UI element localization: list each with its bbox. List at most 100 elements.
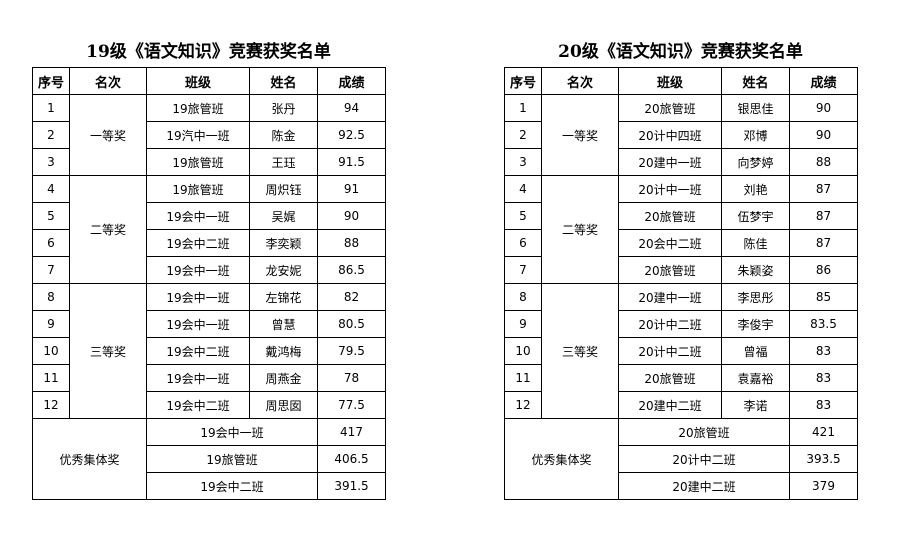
rank-number: 7 [32,256,70,284]
table-row: 2 20计中四班 邓博 90 [504,121,858,149]
class-name: 19会中一班 [146,202,250,230]
score: 85 [789,283,858,311]
rank-number: 8 [32,283,70,311]
award-table: 序号 名次 班级 姓名 成绩 1 一等奖 20旅管班 银思佳 90 2 20计中四班 邓博 90 3 20建中… [504,67,858,500]
rank-number: 2 [32,121,70,149]
class-name: 20旅管班 [618,202,722,230]
award-sheet-19: 19级《语文知识》竞赛获奖名单 序号 名次 班级 姓名 成绩 1 一等奖 19旅管班 张丹 94 2… [32,38,386,500]
column-header: 成绩 [789,67,858,95]
student-name: 刘艳 [721,175,790,203]
rank-number: 11 [32,364,70,392]
table-row: 3 20建中一班 向梦婷 88 [504,148,858,176]
column-header: 班级 [618,67,722,95]
collective-row: 20计中二班 393.5 [505,445,858,473]
class-name: 19会中二班 [146,472,318,500]
rank-number: 9 [32,310,70,338]
class-name: 19汽中一班 [146,121,250,149]
class-name: 19会中一班 [146,310,250,338]
score: 79.5 [317,337,386,365]
rank-number: 4 [32,175,70,203]
class-name: 19会中一班 [146,283,250,311]
student-name: 左锦花 [249,283,318,311]
rank-number: 8 [504,283,542,311]
score: 83 [789,391,858,419]
collective-row: 20建中二班 379 [505,472,858,500]
score: 88 [317,229,386,257]
score: 82 [317,283,386,311]
award-level: 三等奖 [69,283,147,419]
student-name: 李诺 [721,391,790,419]
table-row: 4 二等奖 20计中一班 刘艳 87 [504,175,858,284]
class-name: 19旅管班 [146,175,250,203]
class-name: 20旅管班 [618,418,790,446]
table-row: 9 19会中一班 曾慧 80.5 [32,310,386,338]
table-row: 10 19会中二班 戴鸿梅 79.5 [32,337,386,365]
student-name: 周炽钰 [249,175,318,203]
score: 87 [789,202,858,230]
table-row: 6 19会中二班 李奕颖 88 [32,229,386,257]
student-name: 张丹 [249,94,318,122]
class-name: 20计中二班 [618,310,722,338]
column-header: 名次 [541,67,619,95]
collective-row: 优秀集体奖 20旅管班 421 [504,418,858,500]
score: 417 [317,418,386,446]
student-name: 李俊宇 [721,310,790,338]
student-name: 曾慧 [249,310,318,338]
score: 83 [789,364,858,392]
class-name: 20建中二班 [618,472,790,500]
student-name: 朱颖姿 [721,256,790,284]
column-header: 序号 [32,67,70,95]
collective-award-label: 优秀集体奖 [32,418,147,500]
student-name: 吴娓 [249,202,318,230]
student-name: 陈佳 [721,229,790,257]
score: 86 [789,256,858,284]
award-level: 二等奖 [541,175,619,284]
score: 86.5 [317,256,386,284]
score: 391.5 [317,472,386,500]
class-name: 19旅管班 [146,148,250,176]
class-name: 20计中四班 [618,121,722,149]
class-name: 20旅管班 [618,94,722,122]
rank-number: 5 [32,202,70,230]
award-level: 一等奖 [69,94,147,176]
student-name: 周燕金 [249,364,318,392]
score: 91.5 [317,148,386,176]
column-header: 名次 [69,67,147,95]
score: 421 [789,418,858,446]
student-name: 王珏 [249,148,318,176]
score: 90 [789,121,858,149]
class-name: 19旅管班 [146,445,318,473]
score: 406.5 [317,445,386,473]
score: 92.5 [317,121,386,149]
score: 379 [789,472,858,500]
table-row: 6 20会中二班 陈佳 87 [504,229,858,257]
score: 78 [317,364,386,392]
sheet-title: 20级《语文知识》竞赛获奖名单 [558,42,803,62]
rank-number: 1 [32,94,70,122]
rank-number: 3 [32,148,70,176]
rank-number: 12 [504,391,542,419]
column-header: 序号 [504,67,542,95]
class-name: 20建中一班 [618,148,722,176]
student-name: 银思佳 [721,94,790,122]
collective-award-label: 优秀集体奖 [504,418,619,500]
award-level: 三等奖 [541,283,619,419]
student-name: 龙安妮 [249,256,318,284]
rank-number: 9 [504,310,542,338]
rank-number: 6 [504,229,542,257]
rank-number: 1 [504,94,542,122]
rank-number: 10 [504,337,542,365]
class-name: 20建中一班 [618,283,722,311]
class-name: 20计中二班 [618,445,790,473]
award-level: 二等奖 [69,175,147,284]
header-row: 序号 名次 班级 姓名 成绩 [504,67,858,95]
score: 80.5 [317,310,386,338]
award-level: 一等奖 [541,94,619,176]
table-row: 1 一等奖 19旅管班 张丹 94 [32,94,386,176]
student-name: 李思彤 [721,283,790,311]
class-name: 19会中一班 [146,256,250,284]
table-row: 8 三等奖 19会中一班 左锦花 82 [32,283,386,419]
student-name: 袁嘉裕 [721,364,790,392]
table-row: 12 19会中二班 周思囡 77.5 [32,391,386,419]
table-row: 5 19会中一班 吴娓 90 [32,202,386,230]
